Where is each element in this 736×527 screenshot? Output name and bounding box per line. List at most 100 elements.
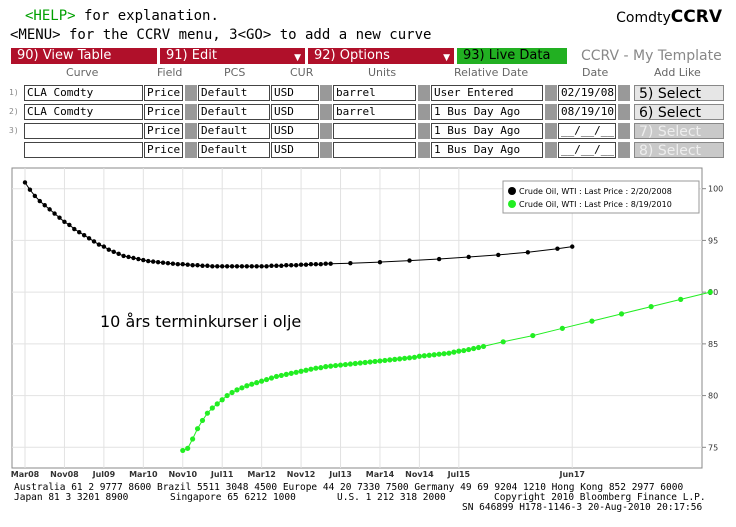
field-toggle[interactable] [185,142,197,158]
pcs-field[interactable]: Default [198,85,270,101]
dropdown-arrow-icon: ▼ [294,53,301,63]
date-field[interactable]: 08/19/10 [558,104,616,120]
data-point [195,263,200,268]
chart-legend: Crude Oil, WTI : Last Price : 2/20/2008 C… [502,180,700,214]
select-button[interactable]: 5) Select [634,85,724,102]
units-toggle[interactable] [418,85,430,101]
data-point [278,372,284,379]
view-table-button[interactable]: 90) View Table [11,48,157,64]
date-toggle[interactable] [618,142,630,158]
pcs-field[interactable]: Default [198,123,270,139]
data-point [332,362,339,369]
pcs-field[interactable]: Default [198,142,270,158]
data-point [328,363,334,369]
rel-toggle[interactable] [545,142,557,158]
data-point [402,355,408,361]
select-button[interactable]: 7) Select [634,123,724,140]
data-point [678,296,684,302]
help-key[interactable]: <HELP> [25,8,76,24]
cur-field[interactable]: USD [271,123,319,139]
data-point [180,262,185,267]
data-point [303,262,309,267]
select-button[interactable]: 8) Select [634,142,724,159]
data-point [72,226,77,232]
data-point [220,264,225,269]
field-select[interactable]: Price [144,104,183,120]
cur-field[interactable]: USD [271,104,319,120]
date-field[interactable]: __/__/__ [558,123,616,139]
cur-toggle[interactable] [320,104,332,120]
data-point [32,193,38,199]
x-tick-label: Mar10 [129,470,158,479]
data-point [416,353,422,359]
data-point [347,361,353,367]
field-select[interactable]: Price [144,142,183,158]
date-field[interactable]: __/__/__ [558,142,616,158]
template-name[interactable]: CCRV - My Template [581,48,722,64]
footer-copyright: Copyright 2010 Bloomberg Finance L.P. [494,492,706,503]
x-tick-label: Nov14 [405,470,434,479]
data-point [352,360,358,367]
cur-toggle[interactable] [320,123,332,139]
live-data-button[interactable]: 93) Live Data [457,48,567,64]
data-point [101,244,107,249]
date-toggle[interactable] [618,123,630,139]
curve-field[interactable] [24,142,143,158]
cur-field[interactable]: USD [271,85,319,101]
units-toggle[interactable] [418,104,430,120]
cur-field[interactable]: USD [271,142,319,158]
select-button[interactable]: 6) Select [634,104,724,121]
field-toggle[interactable] [185,104,197,120]
data-point [190,436,196,442]
units-field[interactable] [333,142,416,158]
cur-toggle[interactable] [320,142,332,158]
field-toggle[interactable] [185,85,197,101]
row-number: 2) [9,107,19,116]
data-point [288,370,294,376]
cur-toggle[interactable] [320,85,332,101]
rel-toggle[interactable] [545,85,557,101]
options-button[interactable]: 92) Options ▼ [308,48,454,64]
data-point [244,383,250,389]
col-pcs: PCS [224,66,246,79]
curve-field[interactable]: CLA Comdty [24,104,143,120]
forward-curve-chart[interactable]: Mar08 Nov08 Jul09 Mar10 Nov10 Jul11 Mar12 Nov12… [0,160,736,480]
units-toggle[interactable] [418,123,430,139]
relative-date-field[interactable]: 1 Bus Day Ago [431,104,543,120]
rel-toggle[interactable] [545,104,557,120]
data-point [362,359,368,366]
options-label: 92) Options [314,48,390,63]
units-toggle[interactable] [418,142,430,158]
data-point [264,264,269,269]
data-point [180,447,186,454]
pcs-field[interactable]: Default [198,104,270,120]
relative-date-field[interactable]: User Entered [431,85,543,101]
rel-toggle[interactable] [545,123,557,139]
field-select[interactable]: Price [144,85,183,101]
units-field[interactable]: barrel [333,85,416,101]
field-select[interactable]: Price [144,123,183,139]
data-point [411,354,418,360]
data-point [471,345,477,352]
curve-field[interactable] [24,123,143,139]
data-point [141,257,146,263]
footer-singapore: Singapore 65 6212 1000 [170,492,296,503]
relative-date-field[interactable]: 1 Bus Day Ago [431,123,543,139]
units-field[interactable]: barrel [333,104,416,120]
data-point [210,264,215,269]
data-point [170,261,176,266]
date-field[interactable]: 02/19/08 [558,85,616,101]
date-toggle[interactable] [618,104,630,120]
data-point [382,357,388,364]
data-point [367,359,373,365]
data-point [175,262,181,267]
relative-date-field[interactable]: 1 Bus Day Ago [431,142,543,158]
footer-japan: Japan 81 3 3201 8900 [14,492,129,503]
data-point [318,365,324,371]
field-toggle[interactable] [185,123,197,139]
curve-field[interactable]: CLA Comdty [24,85,143,101]
units-field[interactable] [333,123,416,139]
date-toggle[interactable] [618,85,630,101]
edit-button[interactable]: 91) Edit ▼ [160,48,305,64]
data-point [67,222,72,228]
